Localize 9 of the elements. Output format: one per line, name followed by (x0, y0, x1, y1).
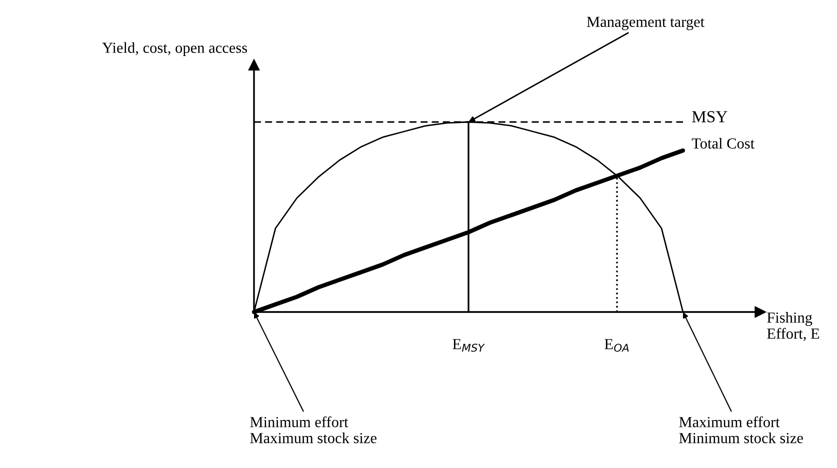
ref-line-label: MSY (692, 111, 728, 122)
text: Minimum effort Maximum stock size (250, 416, 376, 444)
text: Maximum effort Minimum stock size (679, 416, 803, 444)
text: Management target (586, 16, 704, 30)
series-label: Total Cost (692, 138, 754, 149)
text: E$_{OA}$ (604, 339, 629, 352)
text: Fishing Effort, E (767, 312, 820, 341)
text: E$_{MSY}$ (452, 339, 485, 352)
y-axis-title: Yield, cost, open access (102, 42, 248, 56)
